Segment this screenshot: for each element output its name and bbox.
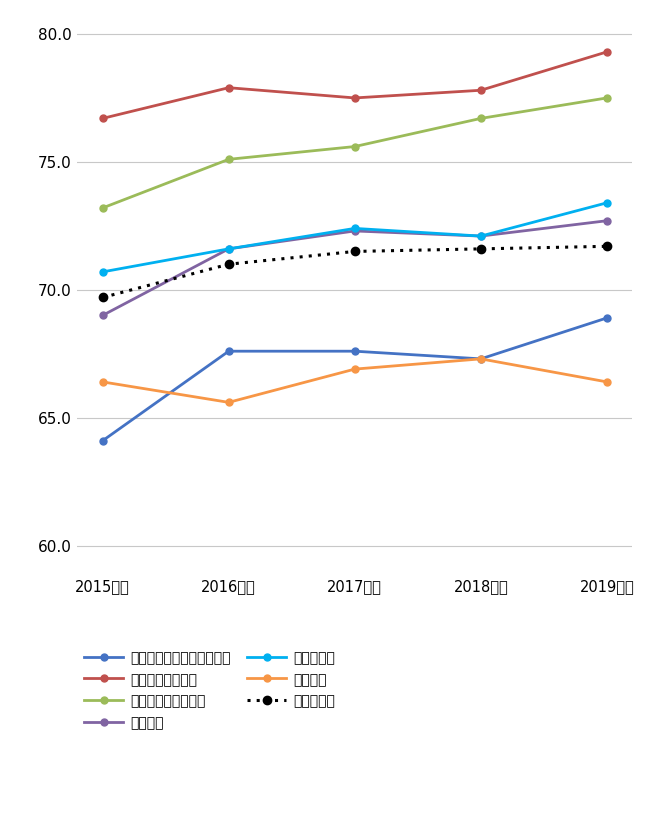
Line: カフェ平均: カフェ平均 <box>99 199 610 276</box>
証券平均 <box>225 397 233 407</box>
コンビニエンスストア平均 <box>477 354 484 364</box>
Legend: コンビニエンスストア平均, シティホテル平均, ビジネスホテル平均, 飲食平均, カフェ平均, 証券平均, 全業種平均: コンビニエンスストア平均, シティホテル平均, ビジネスホテル平均, 飲食平均,… <box>84 651 335 730</box>
シティホテル平均 <box>351 93 359 103</box>
Line: ビジネスホテル平均: ビジネスホテル平均 <box>99 94 610 212</box>
シティホテル平均 <box>477 85 484 95</box>
シティホテル平均 <box>225 82 233 92</box>
全業種平均 <box>351 246 359 256</box>
Line: 飲食平均: 飲食平均 <box>99 218 610 319</box>
ビジネスホテル平均 <box>225 155 233 165</box>
飲食平均 <box>99 310 106 320</box>
証券平均 <box>351 364 359 374</box>
Line: シティホテル平均: シティホテル平均 <box>99 49 610 122</box>
飲食平均 <box>225 244 233 254</box>
飲食平均 <box>603 216 611 226</box>
シティホテル平均 <box>603 47 611 57</box>
コンビニエンスストア平均 <box>225 346 233 356</box>
ビジネスホテル平均 <box>99 203 106 213</box>
証券平均 <box>477 354 484 364</box>
ビジネスホテル平均 <box>603 93 611 103</box>
飲食平均 <box>351 226 359 236</box>
カフェ平均 <box>477 231 484 241</box>
飲食平均 <box>477 231 484 241</box>
コンビニエンスストア平均 <box>603 312 611 323</box>
全業種平均 <box>477 244 484 254</box>
ビジネスホテル平均 <box>477 113 484 123</box>
証券平均 <box>99 377 106 387</box>
Line: 全業種平均: 全業種平均 <box>99 242 611 302</box>
カフェ平均 <box>351 223 359 234</box>
証券平均 <box>603 377 611 387</box>
ビジネスホテル平均 <box>351 141 359 151</box>
カフェ平均 <box>99 267 106 277</box>
シティホテル平均 <box>99 113 106 123</box>
全業種平均 <box>225 260 233 270</box>
Line: コンビニエンスストア平均: コンビニエンスストア平均 <box>99 314 610 444</box>
カフェ平均 <box>225 244 233 254</box>
全業種平均 <box>99 292 106 302</box>
コンビニエンスストア平均 <box>351 346 359 356</box>
カフェ平均 <box>603 197 611 207</box>
コンビニエンスストア平均 <box>99 436 106 446</box>
Line: 証券平均: 証券平均 <box>99 355 610 406</box>
全業種平均 <box>603 241 611 251</box>
